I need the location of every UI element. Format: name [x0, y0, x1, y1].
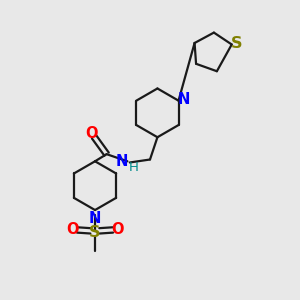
Text: N: N: [89, 211, 101, 226]
Text: H: H: [128, 161, 138, 174]
Text: O: O: [111, 222, 124, 237]
Text: S: S: [231, 35, 243, 50]
Text: S: S: [89, 224, 101, 239]
Text: O: O: [85, 126, 98, 141]
Text: N: N: [116, 154, 128, 169]
Text: O: O: [66, 222, 79, 237]
Text: N: N: [177, 92, 190, 107]
